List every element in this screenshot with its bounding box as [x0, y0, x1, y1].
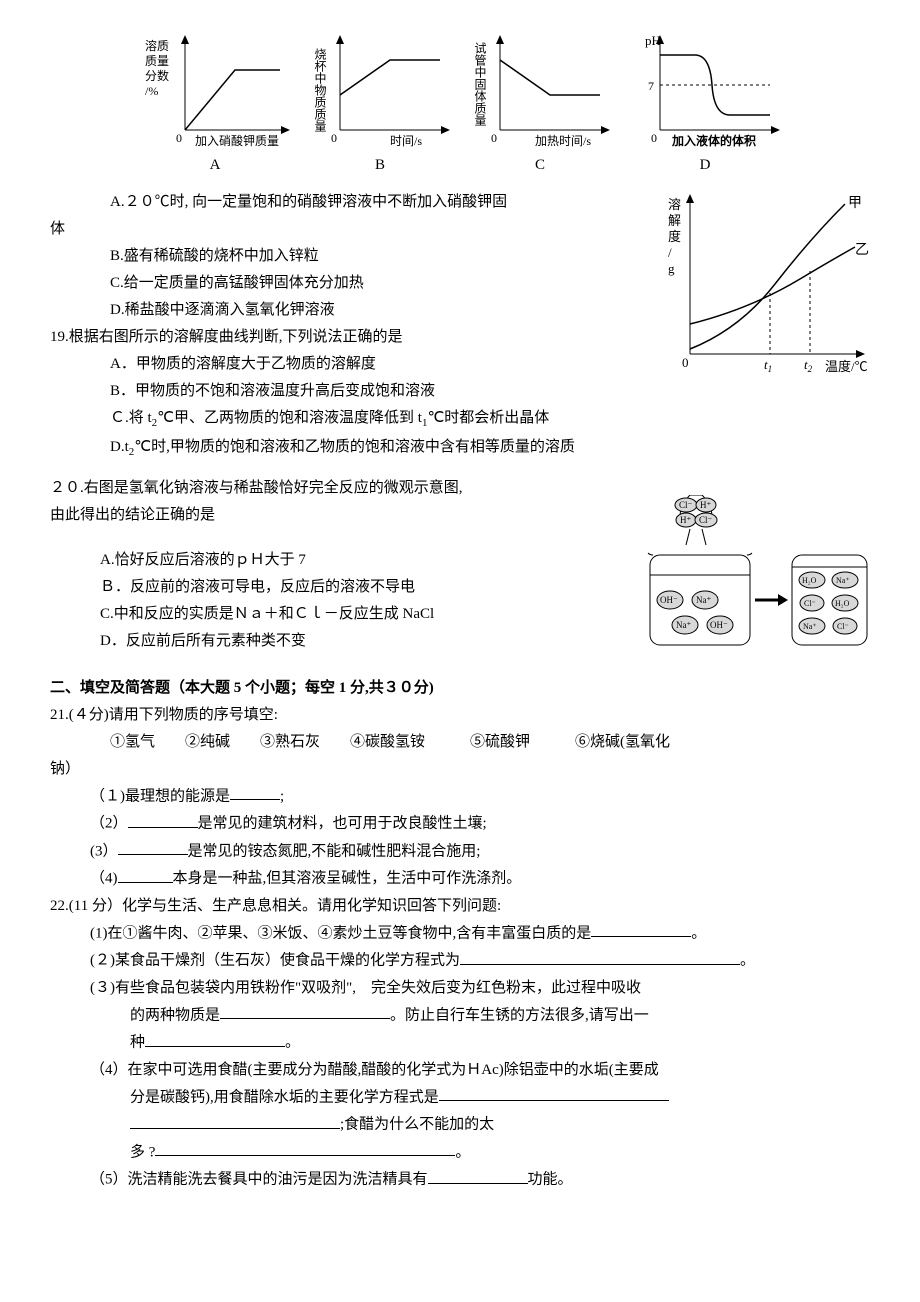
svg-text:g: g	[668, 261, 675, 276]
q22-p4-l2: 分是碳酸钙),用食醋除水垢的主要化学方程式是	[130, 1084, 870, 1112]
chart-b-ylabel: 烧杯中物质质量	[313, 48, 327, 132]
q22-p5: （5）洗洁精能洗去餐具中的油污是因为洗洁精具有功能。	[90, 1166, 870, 1194]
svg-text:度: 度	[668, 229, 681, 244]
q22-p2: (２)某食品干燥剂（生石灰）使食品干燥的化学方程式为。	[90, 947, 870, 975]
q22-stem: 22.(11 分）化学与生活、生产息息相关。请用化学知识回答下列问题:	[50, 893, 870, 920]
svg-text:OH⁻: OH⁻	[660, 595, 678, 605]
q22-p3-l3: 种。	[130, 1029, 870, 1057]
svg-text:OH⁻: OH⁻	[710, 620, 728, 630]
q21-stem: 21.(４分)请用下列物质的序号填空:	[50, 702, 870, 729]
chart-b-label: B	[375, 152, 385, 179]
svg-text:H₂O: H₂O	[802, 576, 817, 585]
chart-a-svg: 溶质 质量 分数 /% 0 加入硝酸钾质量	[140, 30, 290, 150]
q22-p4-l3: ;食醋为什么不能加的太	[130, 1111, 870, 1139]
chart-d-label: D	[700, 152, 711, 179]
q19-opt-c: Ｃ.将 t2℃甲、乙两物质的饱和溶液温度降低到 t1℃时都会析出晶体	[110, 405, 870, 434]
chart-d-ylabel: pH	[645, 33, 661, 48]
blank[interactable]	[230, 783, 280, 801]
q20-diagram: Cl⁻ H⁺ H⁺ Cl⁻ OH⁻ Na⁺ Na⁺ OH⁻ H₂O Na⁺ Cl…	[620, 495, 870, 675]
section-2-title: 二、填空及简答题（本大题 5 个小题；每空 1 分,共３０分)	[50, 675, 870, 702]
chart-a-ylabel-4: /%	[145, 84, 158, 98]
chart-a-ylabel-1: 溶质	[145, 38, 169, 53]
blank[interactable]	[460, 947, 740, 965]
blank[interactable]	[118, 838, 188, 856]
svg-text:解: 解	[668, 213, 681, 228]
chart-d-svg: pH 7 0 加入液体的体积	[630, 30, 780, 150]
blank[interactable]	[428, 1166, 528, 1184]
solubility-chart: 甲 乙 t1 t2 0 温度/℃ 溶 解 度 / g	[660, 189, 870, 399]
chart-b-xlabel: 时间/s	[390, 134, 422, 148]
q18-charts-row: 溶质 质量 分数 /% 0 加入硝酸钾质量 A 烧杯中物质质量 0 时间/s B	[50, 30, 870, 179]
chart-c-ylabel: 试管中固体质量	[473, 41, 487, 126]
chart-d-ytick: 7	[648, 79, 654, 93]
q21-choices-cont: 钠）	[50, 756, 870, 783]
q22-p3-l2: 的两种物质是。防止自行车生锈的方法很多,请写出一	[130, 1002, 870, 1030]
chart-b: 烧杯中物质质量 0 时间/s B	[310, 30, 450, 179]
q22-p4-l4: 多 ?。	[130, 1139, 870, 1167]
svg-text:甲: 甲	[848, 196, 862, 211]
svg-text:H₂O: H₂O	[835, 599, 850, 608]
chart-c-xlabel: 加热时间/s	[535, 134, 591, 148]
svg-text:t1: t1	[764, 357, 772, 374]
q21-choices: ①氢气 ②纯碱 ③熟石灰 ④碳酸氢铵 ⑤硫酸钾 ⑥烧碱(氢氧化	[110, 729, 870, 756]
q22-p4-l1: （4）在家中可选用食醋(主要成分为醋酸,醋酸的化学式为ＨAc)除铝壶中的水垢(主…	[90, 1057, 870, 1084]
chart-a-ylabel-2: 质量	[145, 54, 169, 68]
q21-p3: (3）是常见的铵态氮肥,不能和碱性肥料混合施用;	[90, 838, 870, 866]
chart-d-xlabel: 加入液体的体积	[671, 133, 756, 148]
svg-text:t2: t2	[804, 357, 813, 374]
svg-text:0: 0	[682, 355, 689, 370]
chart-c-svg: 试管中固体质量 0 加热时间/s	[470, 30, 610, 150]
svg-text:/: /	[668, 245, 672, 260]
q21-p1: （１)最理想的能源是;	[90, 783, 870, 811]
q19-opt-d: D.t2℃时,甲物质的饱和溶液和乙物质的饱和溶液中含有相等质量的溶质	[110, 434, 870, 463]
svg-text:H⁺: H⁺	[700, 500, 711, 510]
svg-text:Cl⁻: Cl⁻	[699, 515, 713, 525]
q22-p3-l1: (３)有些食品包装袋内用铁粉作"双吸剂", 完全失效后变为红色粉末，此过程中吸收	[90, 975, 870, 1002]
chart-c: 试管中固体质量 0 加热时间/s C	[470, 30, 610, 179]
svg-text:Cl⁻: Cl⁻	[679, 500, 693, 510]
blank[interactable]	[220, 1002, 390, 1020]
svg-text:0: 0	[331, 131, 337, 145]
blank[interactable]	[145, 1029, 285, 1047]
q21-p4: （4)本身是一种盐,但其溶液呈碱性，生活中可作洗涤剂。	[90, 865, 870, 893]
svg-text:Cl⁻: Cl⁻	[837, 622, 849, 631]
chart-a: 溶质 质量 分数 /% 0 加入硝酸钾质量 A	[140, 30, 290, 179]
chart-a-ylabel-3: 分数	[145, 68, 169, 83]
blank[interactable]	[155, 1139, 455, 1157]
svg-text:溶: 溶	[668, 197, 681, 212]
chart-c-label: C	[535, 152, 545, 179]
svg-text:0: 0	[651, 131, 657, 145]
chart-a-label: A	[210, 152, 221, 179]
blank[interactable]	[118, 865, 173, 883]
chart-d: pH 7 0 加入液体的体积 D	[630, 30, 780, 179]
svg-text:温度/℃: 温度/℃	[825, 359, 868, 374]
q21-p2: （2）是常见的建筑材料，也可用于改良酸性土壤;	[90, 810, 870, 838]
q22-p1: (1)在①酱牛肉、②苹果、③米饭、④素炒土豆等食物中,含有丰富蛋白质的是。	[90, 920, 870, 948]
svg-text:0: 0	[491, 131, 497, 145]
blank[interactable]	[439, 1084, 669, 1102]
blank[interactable]	[128, 810, 198, 828]
svg-text:Cl⁻: Cl⁻	[804, 599, 816, 608]
svg-text:Na⁺: Na⁺	[696, 595, 711, 605]
blank[interactable]	[130, 1111, 340, 1129]
svg-text:Na⁺: Na⁺	[836, 576, 850, 585]
blank[interactable]	[591, 920, 691, 938]
svg-text:乙: 乙	[855, 242, 869, 258]
svg-text:Na⁺: Na⁺	[803, 622, 817, 631]
svg-text:Na⁺: Na⁺	[676, 620, 691, 630]
svg-text:0: 0	[176, 131, 182, 145]
chart-b-svg: 烧杯中物质质量 0 时间/s	[310, 30, 450, 150]
svg-text:H⁺: H⁺	[680, 515, 691, 525]
chart-a-xlabel: 加入硝酸钾质量	[195, 133, 279, 148]
